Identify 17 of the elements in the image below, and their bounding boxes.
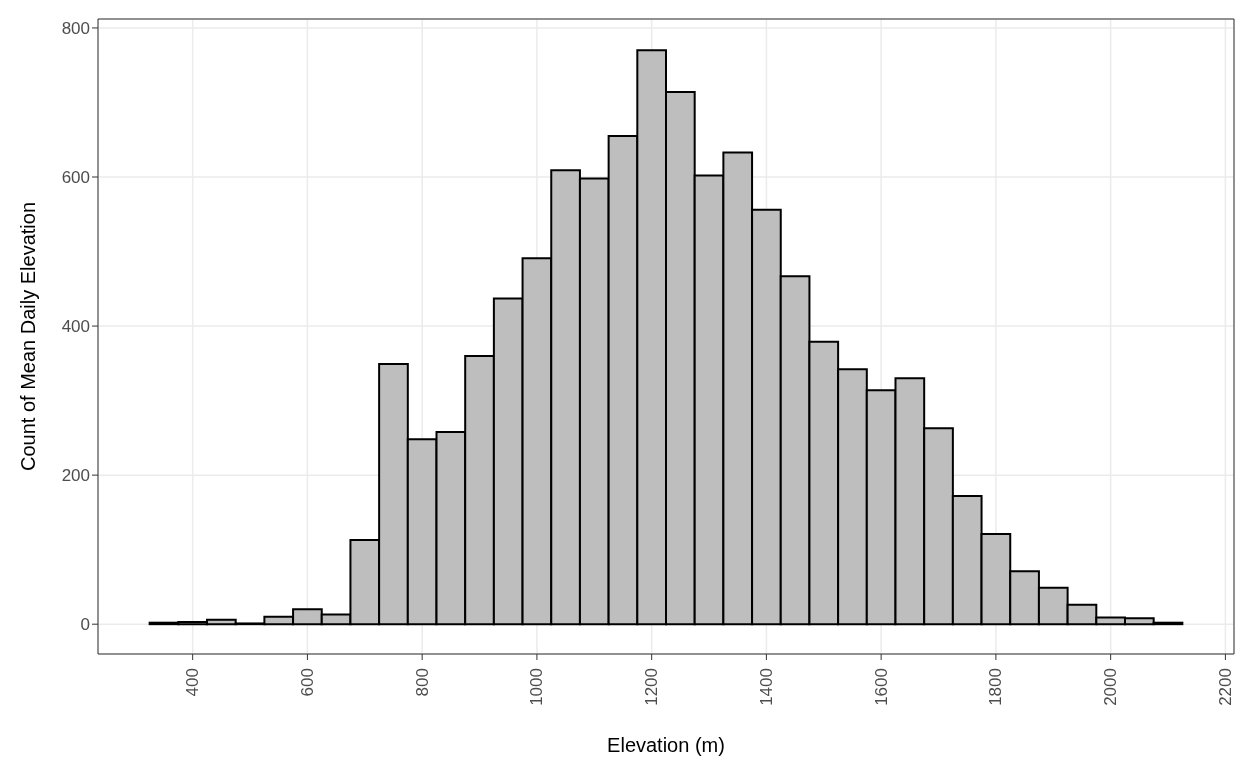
x-axis-title: Elevation (m) — [607, 734, 725, 756]
x-tick-label: 2000 — [1101, 668, 1121, 706]
y-tick-label: 800 — [61, 18, 90, 38]
x-tick-label: 600 — [297, 668, 317, 697]
x-tick-label: 1800 — [986, 668, 1006, 706]
x-tick-label: 1000 — [527, 668, 547, 706]
y-tick-label: 200 — [61, 466, 90, 486]
x-tick-label: 2200 — [1215, 668, 1235, 706]
y-tick-label: 400 — [61, 317, 90, 337]
x-tick-label: 1600 — [871, 668, 891, 706]
x-tick-label: 400 — [183, 668, 203, 697]
y-tick-label: 600 — [61, 168, 90, 188]
x-tick-label: 800 — [412, 668, 432, 697]
x-tick-label: 1200 — [642, 668, 662, 706]
y-axis-title: Count of Mean Daily Elevation — [17, 201, 40, 472]
y-tick-label: 0 — [80, 615, 90, 635]
x-tick-label: 1400 — [756, 668, 776, 706]
